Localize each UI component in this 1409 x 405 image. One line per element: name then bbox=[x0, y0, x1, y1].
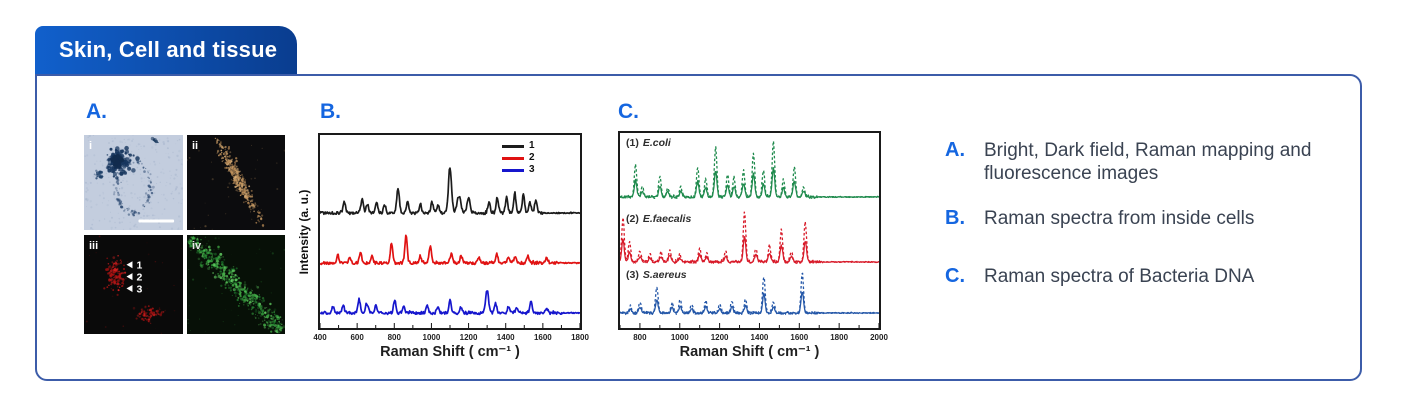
spectrum-dashed-(3) bbox=[619, 272, 880, 316]
legend-line-swatch bbox=[502, 156, 524, 160]
spectrum-label: (1) E.coli bbox=[626, 137, 671, 149]
raman-mapping-image: 123 iii bbox=[84, 235, 183, 334]
section-tab-label: Skin, Cell and tissue bbox=[59, 37, 278, 62]
fluorescence-image-iv: iv bbox=[187, 235, 285, 334]
spectrum-label-number: (1) bbox=[626, 137, 639, 149]
image-label: iii bbox=[89, 240, 98, 252]
spectrum-solid-(2) bbox=[619, 236, 880, 264]
section-tab: Skin, Cell and tissue bbox=[35, 26, 297, 74]
marker-number: 3 bbox=[136, 283, 142, 295]
x-tick-label: 1400 bbox=[496, 333, 515, 342]
spectrum-dashed-(2) bbox=[619, 211, 880, 265]
x-tick-label: 1200 bbox=[710, 333, 729, 342]
spectrum-line-1 bbox=[319, 167, 581, 216]
x-tick-label: 600 bbox=[350, 333, 364, 342]
image-background bbox=[84, 235, 183, 334]
scale-bar bbox=[138, 219, 175, 223]
panel-b-label: B. bbox=[320, 100, 341, 123]
marker-arrow-icon bbox=[126, 273, 133, 281]
x-tick-label: 1600 bbox=[790, 333, 809, 342]
spectrum-line-3 bbox=[319, 290, 581, 316]
x-tick-label: 1800 bbox=[830, 333, 849, 342]
caption-item-c: C. Raman spectra of Bacteria DNA bbox=[945, 265, 1316, 288]
fluorescence-image: iv bbox=[187, 235, 285, 334]
spectrum-label-species: E.coli bbox=[642, 137, 671, 149]
chart-b-ylabel: Intensity (a. u.) bbox=[297, 189, 311, 275]
chart-b-xlabel: Raman Shift ( cm⁻¹ ) bbox=[380, 344, 520, 360]
raman-mapping-image-iii: 1 2 3 iii bbox=[84, 235, 183, 334]
x-tick-label: 800 bbox=[387, 333, 401, 342]
x-tick-label: 2000 bbox=[870, 333, 888, 342]
bright-field-image-i: i bbox=[84, 135, 183, 230]
spectrum-label-species: E.faecalis bbox=[642, 213, 692, 225]
x-tick-label: 1800 bbox=[571, 333, 589, 342]
marker-arrow-icon bbox=[126, 261, 133, 269]
x-tick-label: 400 bbox=[313, 333, 327, 342]
caption-text-a: Bright, Dark field, Raman mapping and fl… bbox=[984, 140, 1312, 185]
bright-field-image: i bbox=[84, 135, 183, 230]
dark-field-image-ii: ii bbox=[187, 135, 285, 230]
x-tick-label: 1200 bbox=[459, 333, 478, 342]
spectrum-label-species: S.aereus bbox=[642, 269, 687, 281]
dark-field-image: ii bbox=[187, 135, 285, 230]
caption-letter-a: A. bbox=[945, 139, 965, 161]
chart-c-xlabel: Raman Shift ( cm⁻¹ ) bbox=[679, 344, 820, 360]
marker-number: 2 bbox=[136, 272, 142, 284]
chart-c-frame bbox=[618, 131, 881, 330]
panel-a-label: A. bbox=[86, 100, 107, 123]
x-tick-label: 800 bbox=[633, 333, 647, 342]
spectrum-label: (2) E.faecalis bbox=[626, 213, 691, 225]
caption-text-c: Raman spectra of Bacteria DNA bbox=[984, 266, 1255, 287]
caption-letter-c: C. bbox=[945, 265, 965, 287]
image-label: i bbox=[89, 140, 92, 152]
x-tick-label: 1400 bbox=[750, 333, 769, 342]
caption-item-a: A. Bright, Dark field, Raman mapping and… bbox=[945, 139, 1316, 185]
chart-c-xticks: 800 1000 1200 1400 1600 1800 2000 bbox=[620, 333, 888, 344]
spectrum-dashed-(1) bbox=[619, 140, 880, 200]
chart-b-plot bbox=[319, 167, 581, 328]
spectrum-label: (3) S.aereus bbox=[626, 269, 687, 281]
legend-label: 1 bbox=[529, 140, 535, 151]
x-tick-label: 1000 bbox=[422, 333, 441, 342]
legend-item: 3 bbox=[502, 164, 535, 176]
chart-c-plot bbox=[619, 140, 880, 328]
caption-item-b: B. Raman spectra from inside cells bbox=[945, 207, 1316, 230]
spectrum-label-number: (3) bbox=[626, 269, 639, 281]
legend-item: 1 bbox=[502, 140, 535, 152]
legend-line-swatch bbox=[502, 144, 524, 148]
image-label: ii bbox=[192, 140, 198, 152]
caption-letter-b: B. bbox=[945, 207, 965, 229]
legend-label: 2 bbox=[529, 152, 535, 163]
spectrum-line-2 bbox=[319, 234, 581, 266]
image-label: iv bbox=[192, 240, 202, 252]
chart-b-frame bbox=[318, 133, 582, 330]
chart-b-xticks: 400 600 800 1000 1200 1400 1600 1800 bbox=[313, 333, 589, 344]
legend-item: 2 bbox=[502, 152, 535, 164]
caption-text-b: Raman spectra from inside cells bbox=[984, 208, 1255, 229]
marker-number: 1 bbox=[136, 260, 142, 272]
x-tick-label: 1600 bbox=[533, 333, 552, 342]
marker-arrow-icon bbox=[126, 284, 133, 292]
x-tick-label: 1000 bbox=[670, 333, 689, 342]
spectrum-label-number: (2) bbox=[626, 213, 639, 225]
legend-line-swatch bbox=[502, 168, 524, 172]
legend-label: 3 bbox=[529, 164, 535, 175]
panel-c-label: C. bbox=[618, 100, 639, 123]
